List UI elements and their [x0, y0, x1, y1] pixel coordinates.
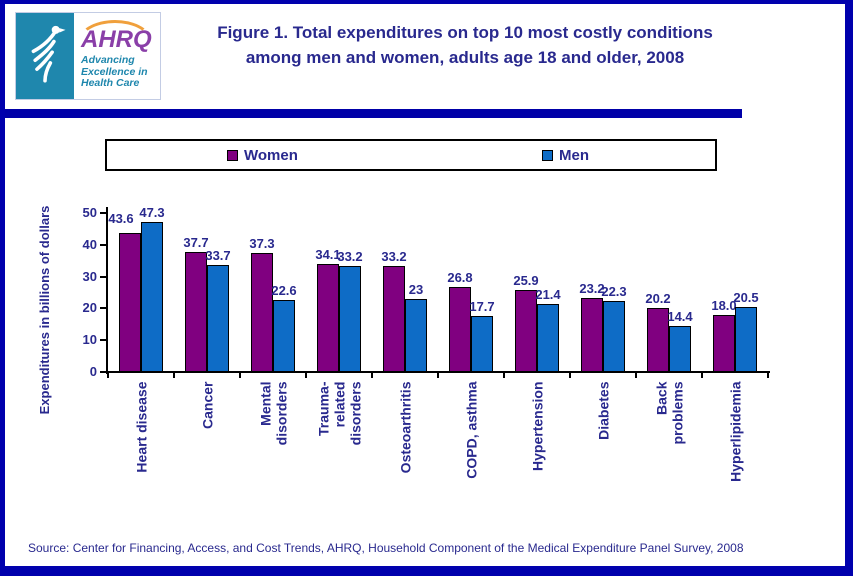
bar-women-diabetes	[581, 298, 603, 372]
category-label-cancer: Cancer	[199, 381, 215, 429]
legend-swatch-men	[542, 149, 553, 161]
legend-item-men: Men	[542, 141, 589, 169]
chart-legend: Women Men	[105, 139, 717, 171]
header-divider-rule	[5, 109, 742, 118]
y-tick-label: 0	[89, 364, 97, 379]
bar-value-label: 23	[408, 282, 424, 297]
bar-value-label: 43.6	[108, 211, 134, 226]
y-tick-label: 40	[82, 236, 97, 252]
source-note: Source: Center for Financing, Access, an…	[28, 541, 744, 555]
bar-value-label: 37.7	[183, 235, 209, 250]
bar-value-label: 33.7	[205, 248, 231, 263]
figure-title: Figure 1. Total expenditures on top 10 m…	[185, 20, 745, 70]
bar-men-cancer	[207, 265, 229, 372]
hhs-eagle-icon	[20, 16, 70, 97]
bar-value-label: 47.3	[139, 205, 165, 220]
bar-women-osteoarthritis	[383, 266, 405, 372]
ahrq-tagline: Advancing Excellence in Health Care	[81, 54, 148, 89]
x-tick-mark	[569, 373, 571, 378]
bar-women-copd-asthma	[449, 287, 471, 372]
x-tick-mark	[437, 373, 439, 378]
y-tick-mark	[100, 339, 106, 342]
y-axis-line	[106, 207, 108, 374]
bar-men-hypertension	[537, 304, 559, 372]
category-label-diabetes: Diabetes	[595, 381, 611, 440]
bar-value-label: 33.2	[337, 249, 363, 264]
bar-women-cancer	[185, 252, 207, 372]
legend-label-women: Women	[244, 146, 298, 164]
bar-women-trauma-	[317, 264, 339, 372]
y-tick-mark	[100, 275, 106, 278]
category-label-back: Back problems	[653, 381, 685, 445]
x-tick-mark	[635, 373, 637, 378]
x-tick-mark	[107, 373, 109, 378]
bar-value-label: 33.2	[381, 249, 407, 264]
bar-value-label: 18.0	[711, 298, 737, 313]
bar-value-label: 22.3	[601, 284, 627, 299]
x-tick-mark	[767, 373, 769, 378]
bar-women-back	[647, 308, 669, 372]
category-label-osteoarthritis: Osteoarthritis	[397, 381, 413, 474]
bar-value-label: 17.7	[469, 299, 495, 314]
legend-item-women: Women	[227, 141, 298, 169]
bar-value-label: 20.2	[645, 291, 671, 306]
bar-men-diabetes	[603, 301, 625, 372]
y-tick-label: 50	[82, 205, 97, 220]
ahrq-hhs-logo: AHRQ Advancing Excellence in Health Care	[15, 12, 161, 100]
bar-value-label: 14.4	[667, 309, 693, 324]
x-tick-mark	[371, 373, 373, 378]
y-tick-label: 10	[82, 332, 97, 348]
y-tick-mark	[100, 212, 106, 214]
category-label-hyperlipidemia: Hyperlipidemia	[727, 381, 743, 482]
y-tick-mark	[100, 243, 106, 246]
bar-value-label: 34.1	[315, 247, 341, 262]
bar-men-copd-asthma	[471, 316, 493, 372]
category-label-mental: Mental disorders	[257, 381, 289, 446]
ahrq-acronym: AHRQ	[81, 26, 152, 53]
hhs-logo-panel	[16, 13, 74, 99]
category-label-hypertension: Hypertension	[529, 381, 545, 471]
ahrq-arc-icon	[77, 20, 153, 66]
bar-value-label: 23.2	[579, 281, 605, 296]
ahrq-logo-panel: AHRQ Advancing Excellence in Health Care	[74, 13, 160, 99]
x-tick-mark	[305, 373, 307, 378]
figure-title-line2: among men and women, adults age 18 and o…	[245, 48, 685, 67]
bar-value-label: 25.9	[513, 273, 539, 288]
bar-men-trauma-	[339, 266, 361, 372]
bar-value-label: 22.6	[271, 283, 297, 298]
bar-value-label: 20.5	[733, 290, 759, 305]
category-label-trauma-: Trauma- related disorders	[315, 381, 363, 446]
category-label-copd-asthma: COPD, asthma	[463, 381, 479, 479]
x-tick-mark	[701, 373, 703, 378]
bar-men-osteoarthritis	[405, 299, 427, 372]
bar-value-label: 26.8	[447, 270, 473, 285]
category-label-heart-disease: Heart disease	[133, 381, 149, 473]
bar-women-mental	[251, 253, 273, 372]
figure-title-line1: Figure 1. Total expenditures on top 10 m…	[217, 23, 713, 42]
bar-chart: 0 10 20 30 40 50 Expenditures in billions of d…	[5, 4, 845, 566]
y-tick-mark	[100, 307, 106, 310]
y-tick-mark	[100, 371, 106, 373]
bar-women-hypertension	[515, 290, 537, 372]
x-tick-mark	[173, 373, 175, 378]
legend-label-men: Men	[559, 146, 589, 164]
bar-value-label: 37.3	[249, 236, 275, 251]
bar-men-mental	[273, 300, 295, 372]
bar-women-hyperlipidemia	[713, 315, 735, 372]
x-axis-line	[106, 371, 770, 373]
bar-women-heart-disease	[119, 233, 141, 372]
x-tick-mark	[503, 373, 505, 378]
bar-men-back	[669, 326, 691, 372]
y-axis-title: Expenditures in billions of dollars	[37, 205, 52, 415]
bar-men-hyperlipidemia	[735, 307, 757, 372]
x-tick-mark	[239, 373, 241, 378]
legend-swatch-women	[227, 149, 238, 161]
y-tick-label: 20	[82, 300, 97, 316]
bar-value-label: 21.4	[535, 287, 561, 302]
y-tick-label: 30	[82, 268, 97, 284]
bar-men-heart-disease	[141, 222, 163, 372]
